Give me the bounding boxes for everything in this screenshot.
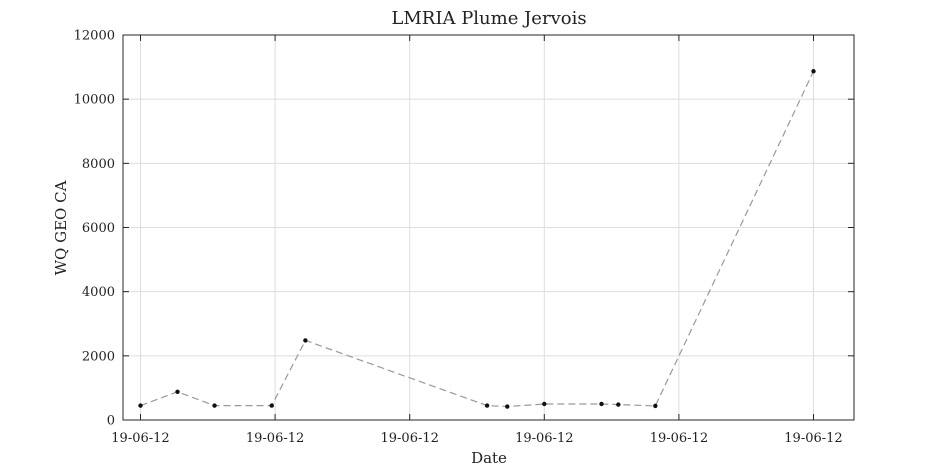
x-tick-label: 19-06-12 <box>111 431 169 446</box>
x-tick-label: 19-06-12 <box>784 431 842 446</box>
data-point <box>811 69 816 74</box>
data-point <box>653 403 658 409</box>
data-point <box>542 401 547 407</box>
y-tick-label: 8000 <box>82 157 115 172</box>
y-axis-label: WQ GEO CA <box>52 180 70 275</box>
x-axis-label: Date <box>471 449 507 467</box>
data-point <box>484 403 490 408</box>
x-tick-label: 19-06-12 <box>650 431 708 446</box>
y-tick-label: 0 <box>107 414 115 429</box>
x-tick-label: 19-06-12 <box>380 431 438 446</box>
x-tick-label: 19-06-12 <box>246 431 304 446</box>
x-tick-label: 19-06-12 <box>515 431 573 446</box>
grid <box>123 35 854 420</box>
y-tick-label: 2000 <box>82 349 115 364</box>
y-tick-label: 6000 <box>82 221 115 236</box>
series-line <box>140 71 815 408</box>
tick-labels: 0 2000 4000 6000 8000 10000 12000 19-06-12 19-06… <box>74 29 843 447</box>
data-point <box>175 389 180 394</box>
data-point <box>303 338 308 343</box>
chart-title: LMRIA Plume Jervois <box>391 8 586 29</box>
y-tick-label: 4000 <box>82 285 115 300</box>
data-point <box>212 403 217 408</box>
y-tick-label: 10000 <box>74 93 115 108</box>
y-tick-label: 12000 <box>74 29 115 44</box>
data-point <box>269 403 274 408</box>
data-points <box>138 69 816 409</box>
data-point <box>599 401 604 407</box>
data-point <box>138 403 143 408</box>
data-point <box>616 402 621 407</box>
axis-ticks <box>123 34 854 421</box>
data-point <box>505 404 510 409</box>
